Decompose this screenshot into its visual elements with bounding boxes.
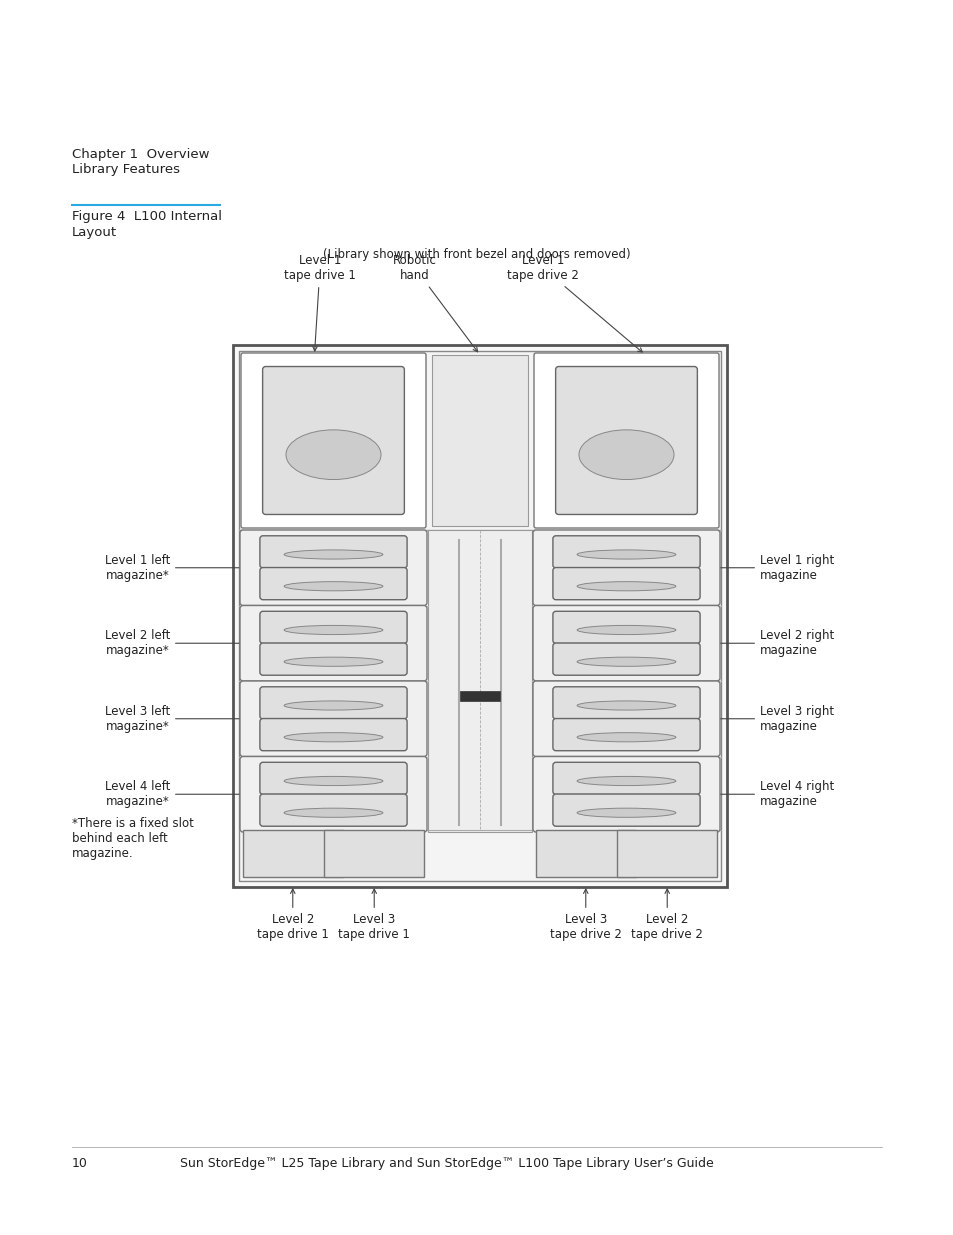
FancyBboxPatch shape bbox=[240, 530, 427, 605]
FancyBboxPatch shape bbox=[534, 353, 719, 529]
Text: Robotic
hand: Robotic hand bbox=[393, 254, 477, 352]
Text: Level 1
tape drive 2: Level 1 tape drive 2 bbox=[507, 254, 641, 352]
Text: Level 3 right
magazine: Level 3 right magazine bbox=[539, 705, 833, 732]
Ellipse shape bbox=[284, 808, 382, 818]
FancyBboxPatch shape bbox=[241, 353, 426, 529]
Bar bbox=[324, 830, 423, 877]
Text: Level 4 left
magazine*: Level 4 left magazine* bbox=[105, 781, 419, 808]
FancyBboxPatch shape bbox=[259, 719, 407, 751]
Ellipse shape bbox=[284, 701, 382, 710]
Ellipse shape bbox=[577, 777, 676, 785]
Ellipse shape bbox=[577, 701, 676, 710]
FancyBboxPatch shape bbox=[240, 680, 427, 757]
Ellipse shape bbox=[577, 550, 676, 559]
Bar bbox=[243, 830, 342, 877]
FancyBboxPatch shape bbox=[553, 536, 700, 568]
Bar bbox=[428, 530, 532, 832]
Text: Library Features: Library Features bbox=[71, 163, 180, 177]
Text: Level 3
tape drive 1: Level 3 tape drive 1 bbox=[338, 889, 410, 941]
Text: Level 2
tape drive 2: Level 2 tape drive 2 bbox=[631, 889, 702, 941]
FancyBboxPatch shape bbox=[553, 794, 700, 826]
Ellipse shape bbox=[577, 625, 676, 635]
Text: Level 4 right
magazine: Level 4 right magazine bbox=[539, 781, 833, 808]
Bar bbox=[459, 692, 499, 701]
Ellipse shape bbox=[284, 582, 382, 590]
FancyBboxPatch shape bbox=[240, 605, 427, 680]
Ellipse shape bbox=[577, 657, 676, 667]
Ellipse shape bbox=[284, 625, 382, 635]
Text: Figure 4  L100 Internal: Figure 4 L100 Internal bbox=[71, 210, 222, 224]
Text: Level 1
tape drive 1: Level 1 tape drive 1 bbox=[284, 254, 355, 351]
Text: *There is a fixed slot
behind each left
magazine.: *There is a fixed slot behind each left … bbox=[71, 816, 193, 860]
Ellipse shape bbox=[577, 582, 676, 590]
Bar bbox=[233, 345, 726, 887]
FancyBboxPatch shape bbox=[259, 794, 407, 826]
Ellipse shape bbox=[284, 550, 382, 559]
Bar bbox=[239, 351, 720, 881]
Ellipse shape bbox=[284, 777, 382, 785]
Ellipse shape bbox=[286, 430, 380, 479]
Text: Sun StorEdge™ L25 Tape Library and Sun StorEdge™ L100 Tape Library User’s Guide: Sun StorEdge™ L25 Tape Library and Sun S… bbox=[180, 1157, 713, 1170]
Text: Layout: Layout bbox=[71, 226, 117, 240]
FancyBboxPatch shape bbox=[553, 643, 700, 676]
Text: Level 2 right
magazine: Level 2 right magazine bbox=[539, 630, 833, 657]
FancyBboxPatch shape bbox=[259, 687, 407, 719]
FancyBboxPatch shape bbox=[553, 611, 700, 643]
FancyBboxPatch shape bbox=[259, 643, 407, 676]
Ellipse shape bbox=[578, 430, 674, 479]
Ellipse shape bbox=[577, 732, 676, 742]
FancyBboxPatch shape bbox=[259, 762, 407, 794]
Bar bbox=[432, 354, 527, 526]
FancyBboxPatch shape bbox=[259, 611, 407, 643]
FancyBboxPatch shape bbox=[533, 530, 720, 605]
FancyBboxPatch shape bbox=[555, 367, 697, 515]
Text: Level 2 left
magazine*: Level 2 left magazine* bbox=[105, 630, 419, 657]
Text: Level 3 left
magazine*: Level 3 left magazine* bbox=[105, 705, 419, 732]
FancyBboxPatch shape bbox=[553, 568, 700, 600]
FancyBboxPatch shape bbox=[553, 687, 700, 719]
FancyBboxPatch shape bbox=[553, 762, 700, 794]
Text: Level 2
tape drive 1: Level 2 tape drive 1 bbox=[256, 889, 329, 941]
Text: Level 3
tape drive 2: Level 3 tape drive 2 bbox=[549, 889, 621, 941]
Ellipse shape bbox=[577, 808, 676, 818]
FancyBboxPatch shape bbox=[533, 757, 720, 832]
FancyBboxPatch shape bbox=[259, 536, 407, 568]
Bar bbox=[536, 830, 635, 877]
Text: Chapter 1  Overview: Chapter 1 Overview bbox=[71, 148, 210, 161]
Ellipse shape bbox=[284, 732, 382, 742]
Bar bbox=[617, 830, 717, 877]
Text: Level 1 right
magazine: Level 1 right magazine bbox=[539, 553, 833, 582]
FancyBboxPatch shape bbox=[533, 605, 720, 680]
FancyBboxPatch shape bbox=[533, 680, 720, 757]
Text: (Library shown with front bezel and doors removed): (Library shown with front bezel and door… bbox=[323, 248, 630, 261]
FancyBboxPatch shape bbox=[262, 367, 404, 515]
FancyBboxPatch shape bbox=[240, 757, 427, 832]
Text: 10: 10 bbox=[71, 1157, 88, 1170]
FancyBboxPatch shape bbox=[259, 568, 407, 600]
Ellipse shape bbox=[284, 657, 382, 667]
FancyBboxPatch shape bbox=[553, 719, 700, 751]
Text: Level 1 left
magazine*: Level 1 left magazine* bbox=[105, 553, 419, 582]
